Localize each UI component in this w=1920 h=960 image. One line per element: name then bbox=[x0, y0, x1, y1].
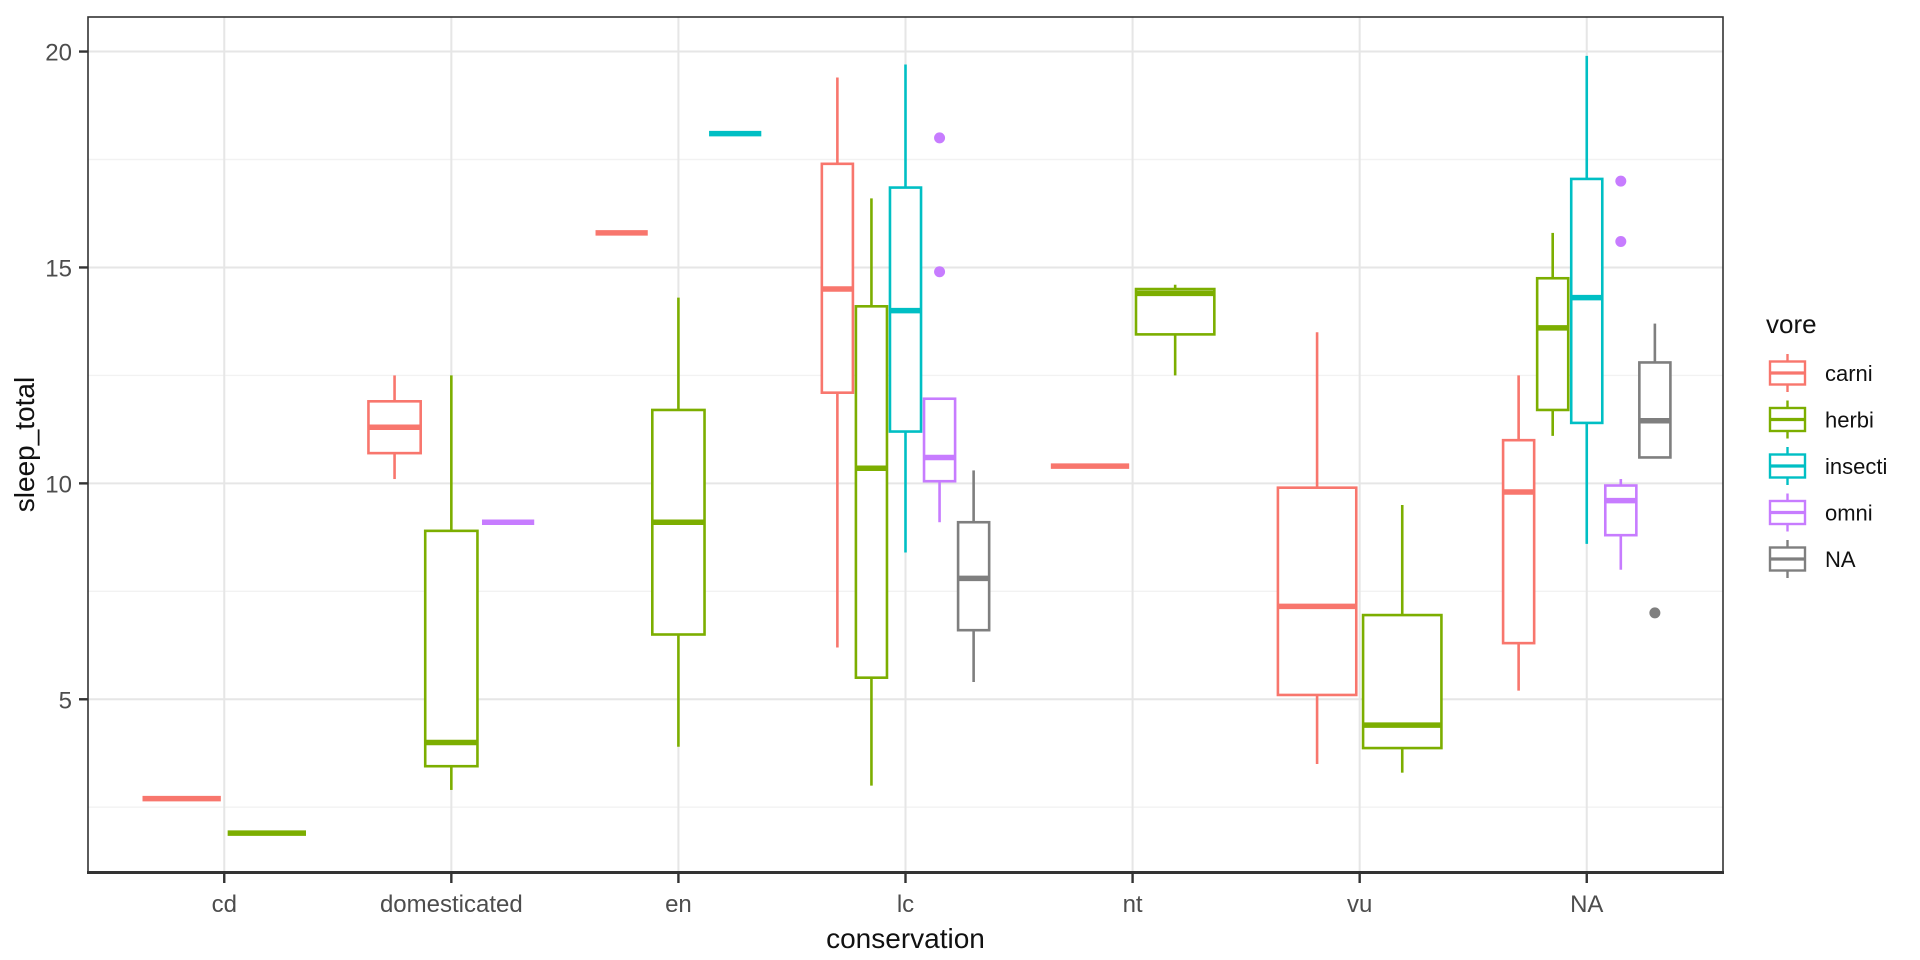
y-axis-title: sleep_total bbox=[9, 377, 40, 512]
iqr-box bbox=[1603, 484, 1638, 537]
outlier-point bbox=[934, 266, 946, 278]
panel-frame-layer bbox=[87, 16, 1724, 874]
y-tick-label-20: 20 bbox=[45, 40, 72, 67]
boxplot-domesticated-carni bbox=[367, 375, 422, 480]
x-tick-label-NA: NA bbox=[1570, 891, 1603, 918]
legend-label-carni: carni bbox=[1825, 361, 1873, 386]
boxplot-NA-insecti bbox=[1569, 55, 1604, 544]
iqr-box bbox=[423, 529, 479, 768]
iqr-box bbox=[1134, 287, 1216, 336]
boxplot-layer bbox=[142, 55, 1672, 836]
x-tick-label-lc: lc bbox=[897, 891, 914, 918]
boxplot-lc-omni bbox=[922, 132, 957, 523]
boxplot-nt-herbi bbox=[1134, 284, 1216, 376]
boxplot-vu-carni bbox=[1276, 332, 1358, 765]
axis-layer: 5 10 15 20 cd domesticated en lc nt vu NA bbox=[45, 40, 1603, 918]
boxplot-NA-omni bbox=[1603, 175, 1638, 570]
legend-title: vore bbox=[1766, 309, 1817, 339]
iqr-box bbox=[1501, 438, 1536, 645]
x-tick-label-nt: nt bbox=[1123, 891, 1143, 918]
iqr-box bbox=[820, 162, 855, 394]
x-tick-label-en: en bbox=[665, 891, 692, 918]
iqr-box bbox=[1276, 486, 1358, 697]
outlier-point bbox=[1649, 607, 1661, 619]
y-tick-label-10: 10 bbox=[45, 471, 72, 498]
legend-label-insecti: insecti bbox=[1825, 454, 1887, 479]
iqr-box bbox=[854, 305, 889, 679]
legend-label-omni: omni bbox=[1825, 501, 1873, 526]
legend-label-NA: NA bbox=[1825, 547, 1856, 572]
x-tick-label-cd: cd bbox=[212, 891, 237, 918]
legend-entry-omni: omni bbox=[1768, 493, 1873, 532]
boxplot-lc-insecti bbox=[888, 64, 923, 553]
y-tick-label-5: 5 bbox=[59, 687, 72, 714]
legend-entry-carni: carni bbox=[1768, 354, 1873, 392]
boxplot-lc-carni bbox=[820, 77, 855, 648]
boxplot-en-herbi bbox=[651, 297, 706, 747]
outlier-point bbox=[1615, 236, 1627, 248]
legend: vore carni herbi insecti omni NA bbox=[1766, 309, 1887, 578]
outlier-point bbox=[934, 132, 946, 144]
legend-label-herbi: herbi bbox=[1825, 408, 1874, 433]
x-tick-label-domesticated: domesticated bbox=[380, 891, 523, 918]
iqr-box bbox=[1569, 177, 1604, 425]
y-tick-label-15: 15 bbox=[45, 255, 72, 282]
iqr-box bbox=[1535, 276, 1570, 412]
boxplot-vu-herbi bbox=[1361, 504, 1443, 773]
boxplot-NA-carni bbox=[1501, 375, 1536, 691]
legend-entry-NA: NA bbox=[1768, 540, 1856, 578]
legend-entry-herbi: herbi bbox=[1768, 400, 1874, 439]
x-tick-label-vu: vu bbox=[1347, 891, 1372, 918]
boxplot-NA-herbi bbox=[1535, 232, 1570, 436]
boxplot-lc-herbi bbox=[854, 198, 889, 786]
iqr-box bbox=[922, 397, 957, 483]
boxplot-NA-NA bbox=[1638, 323, 1672, 619]
boxplot-domesticated-herbi bbox=[423, 375, 479, 790]
x-axis-title: conservation bbox=[826, 923, 985, 954]
outlier-point bbox=[1615, 175, 1627, 187]
iqr-box bbox=[1638, 361, 1672, 459]
iqr-box bbox=[1361, 613, 1443, 750]
legend-entry-insecti: insecti bbox=[1768, 447, 1887, 485]
legend-entries: carni herbi insecti omni NA bbox=[1768, 354, 1887, 578]
boxplot-lc-NA bbox=[956, 470, 991, 682]
